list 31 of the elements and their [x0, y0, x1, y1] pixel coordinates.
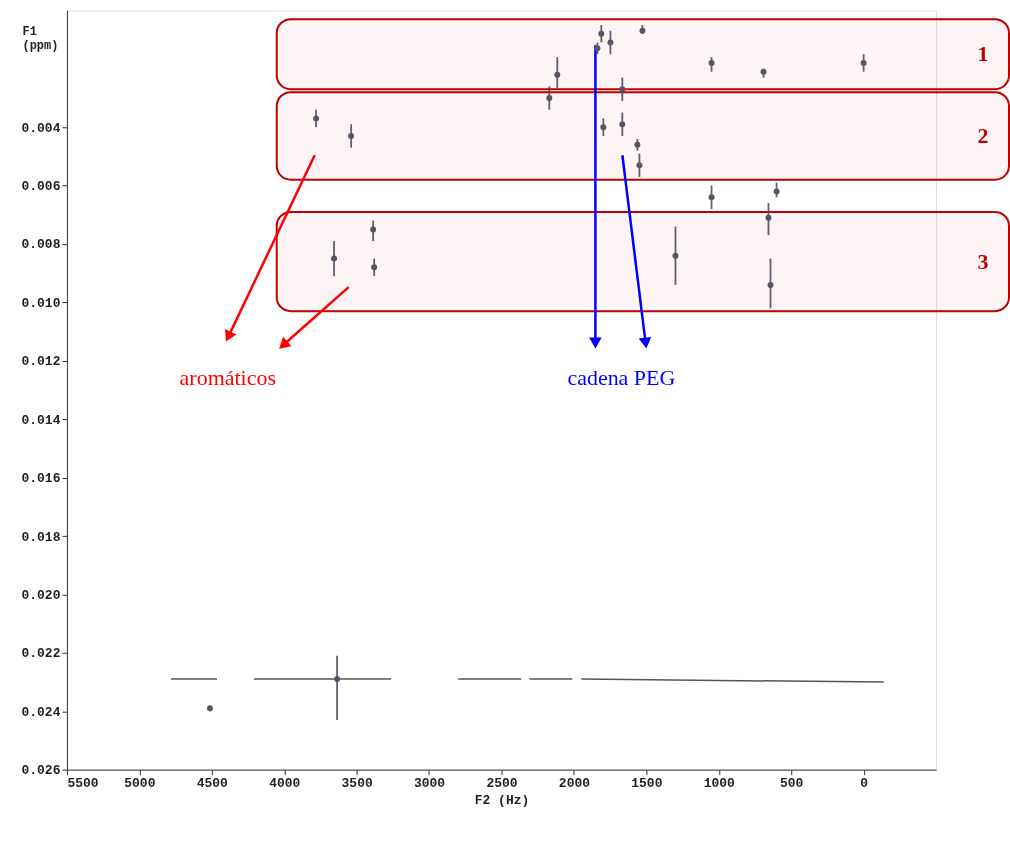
x-tick-label: 4500 — [196, 776, 229, 792]
band-label: 1 — [977, 41, 989, 67]
y-tick-label: 0.004 — [21, 120, 61, 136]
y-tick-label: 0.006 — [21, 179, 61, 195]
x-tick-label: 5000 — [124, 776, 156, 792]
annotation: cadena PEG — [567, 365, 676, 391]
x-tick-label: 2000 — [558, 776, 591, 792]
x-tick-label: 4000 — [269, 776, 301, 792]
band-label: 3 — [977, 248, 989, 274]
y-tick-label: 0.010 — [21, 295, 61, 311]
x-tick-label: 1500 — [631, 776, 663, 792]
x-tick-label: 2500 — [486, 776, 518, 792]
y-tick-label: 0.014 — [21, 412, 61, 428]
y-tick-label: 0.020 — [21, 587, 61, 603]
y-axis-title: F1 (ppm) — [22, 24, 59, 53]
y-tick-label: 0.008 — [21, 237, 61, 253]
x-tick-label: 3000 — [414, 776, 446, 792]
y-tick-label: 0.024 — [21, 704, 61, 720]
x-tick-label: 3500 — [341, 776, 373, 792]
band-label: 2 — [977, 122, 989, 148]
annotation: aromáticos — [179, 365, 276, 391]
x-tick-label: 0 — [860, 776, 869, 792]
x-axis-title: F2 (Hz) — [474, 793, 530, 809]
x-tick-label: 1000 — [703, 776, 736, 792]
y-tick-label: 0.012 — [21, 354, 61, 370]
y-tick-label: 0.016 — [21, 471, 61, 487]
x-tick-label: 500 — [780, 776, 804, 792]
y-tick-label: 0.022 — [21, 646, 61, 662]
y-tick-label: 0.026 — [21, 763, 61, 779]
y-tick-label: 0.018 — [21, 529, 61, 545]
x-tick-label: 5500 — [67, 776, 99, 792]
